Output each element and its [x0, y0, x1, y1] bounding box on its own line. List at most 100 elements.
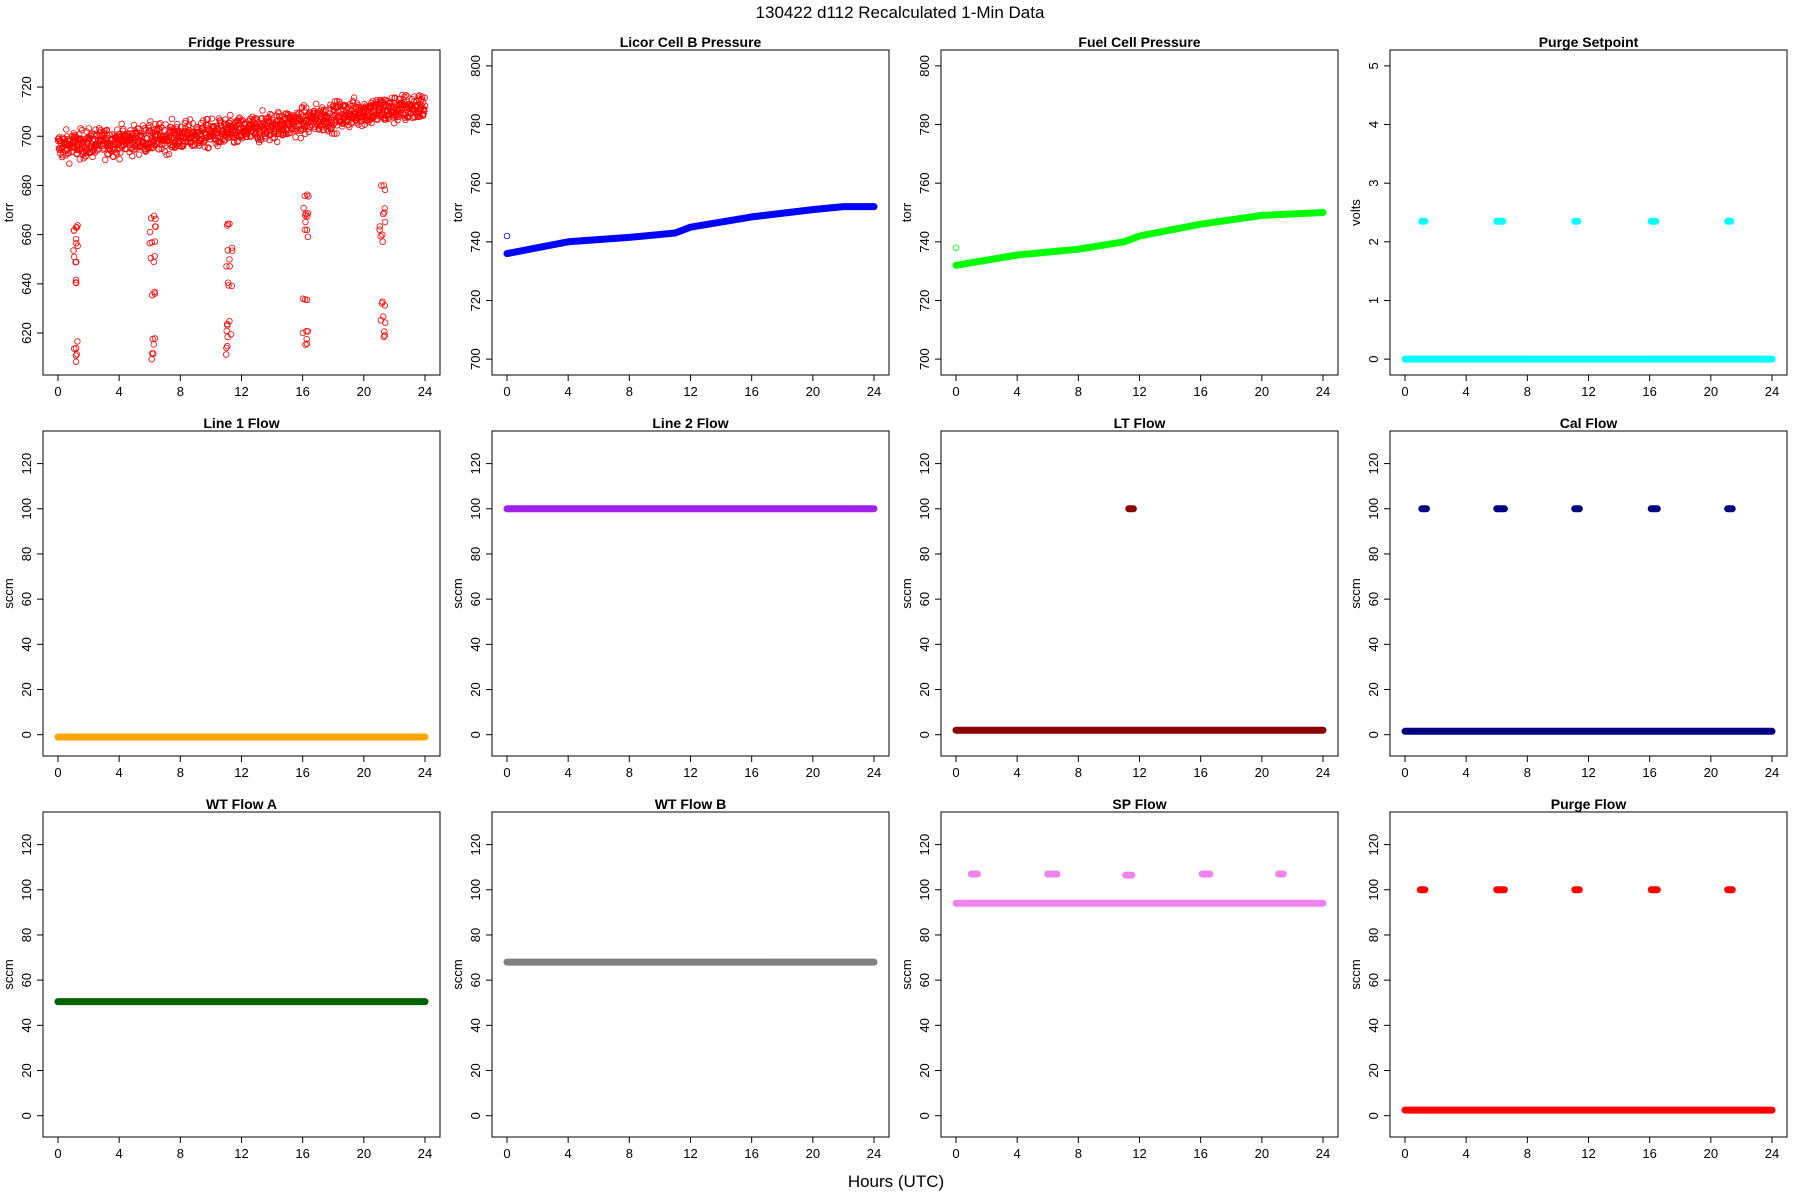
x-tick-label: 0	[503, 765, 510, 780]
y-tick-label: 800	[468, 55, 483, 77]
excursion-point	[381, 328, 388, 335]
x-tick-label: 8	[1524, 384, 1531, 399]
x-tick-label: 12	[234, 1146, 248, 1161]
y-tick-label: 0	[1366, 1112, 1381, 1119]
x-tick-label: 16	[744, 765, 758, 780]
x-tick-label: 4	[116, 765, 123, 780]
x-tick-label: 20	[357, 384, 371, 399]
x-tick-label: 8	[626, 384, 633, 399]
data-point	[173, 120, 181, 128]
data-point	[241, 120, 248, 128]
x-tick-label: 16	[744, 384, 758, 399]
x-tick-label: 12	[234, 384, 248, 399]
y-tick-label: 120	[917, 834, 932, 856]
data-point	[264, 124, 271, 132]
y-tick-label: 620	[19, 322, 34, 344]
data-point	[402, 91, 410, 99]
excursion-point	[148, 356, 155, 363]
y-tick-label: 120	[468, 453, 483, 475]
y-tick-label: 40	[917, 637, 932, 651]
data-point	[75, 131, 83, 138]
data-point	[91, 149, 99, 156]
panel-purge-flow: Purge Flow 0 4 8 12 16 20 24 0 20 40 60 80 100 120 sccm	[1348, 796, 1788, 1161]
plot-frame	[42, 430, 441, 757]
data-point	[330, 121, 337, 128]
data-point	[327, 125, 335, 133]
data-point	[235, 115, 242, 122]
data-point	[235, 126, 242, 133]
x-tick-label: 8	[177, 1146, 184, 1161]
data-point	[234, 137, 241, 145]
data-point	[146, 121, 153, 129]
y-tick-label: 100	[1366, 879, 1381, 901]
data-point	[254, 115, 261, 123]
excursion-point	[70, 247, 77, 254]
x-tick-label: 8	[1524, 765, 1531, 780]
data-point	[204, 115, 211, 123]
x-tick-label: 8	[1075, 384, 1082, 399]
excursion-point	[303, 296, 311, 303]
x-tick-label: 16	[1193, 765, 1207, 780]
panel-title: Fridge Pressure	[188, 34, 295, 50]
excursion-point	[305, 193, 312, 200]
excursion-point	[152, 215, 159, 223]
excursion-point	[72, 279, 80, 286]
y-axis-label: sccm	[899, 959, 914, 989]
excursion-point	[70, 253, 78, 261]
panel-line-2-flow: Line 2 Flow 0 4 8 12 16 20 24 0 20 40 60 80 100 120 scc…	[450, 415, 890, 780]
data-point	[231, 138, 238, 146]
panel-title: SP Flow	[1112, 796, 1166, 812]
data-point	[258, 136, 265, 143]
data-point	[62, 126, 70, 133]
y-tick-label: 40	[19, 1018, 34, 1032]
x-tick-label: 0	[503, 384, 510, 399]
x-tick-label: 4	[1463, 1146, 1470, 1161]
excursion-point	[72, 276, 80, 284]
excursion-point	[302, 218, 309, 226]
data-point	[116, 156, 123, 163]
y-axis-label: sccm	[1348, 959, 1363, 989]
y-tick-label: 40	[468, 637, 483, 651]
plot-frame	[491, 49, 890, 376]
excursion-point	[380, 210, 387, 218]
y-tick-label: 20	[1366, 1063, 1381, 1077]
excursion-point	[381, 209, 388, 216]
x-tick-label: 16	[1193, 1146, 1207, 1161]
data-point	[391, 119, 398, 127]
y-tick-label: 100	[917, 498, 932, 520]
panel-title: Purge Setpoint	[1539, 34, 1639, 50]
y-tick-label: 40	[19, 637, 34, 651]
x-tick-label: 12	[1132, 384, 1146, 399]
x-tick-label: 4	[116, 1146, 123, 1161]
data-point	[294, 111, 301, 118]
x-tick-label: 20	[357, 765, 371, 780]
excursion-point	[303, 226, 311, 234]
x-tick-label: 20	[806, 384, 820, 399]
panel-title: WT Flow B	[655, 796, 727, 812]
panel-title: LT Flow	[1114, 415, 1166, 431]
plot-frame	[42, 811, 441, 1138]
panel-fuel-cell-pressure: Fuel Cell Pressure 0 4 8 12 16 20 24 700 720 740 76…	[899, 34, 1339, 399]
x-tick-label: 24	[1316, 1146, 1330, 1161]
data-points	[503, 203, 878, 258]
y-tick-label: 40	[1366, 637, 1381, 651]
y-tick-label: 60	[19, 973, 34, 987]
y-tick-label: 120	[19, 834, 34, 856]
x-tick-label: 20	[806, 1146, 820, 1161]
y-tick-label: 60	[468, 973, 483, 987]
excursion-point	[226, 263, 233, 270]
plot-frame	[940, 430, 1339, 757]
x-tick-label: 20	[1704, 384, 1718, 399]
data-point	[420, 110, 427, 118]
x-tick-label: 16	[1642, 765, 1656, 780]
data-point	[79, 126, 86, 134]
x-tick-label: 20	[1704, 765, 1718, 780]
x-tick-label: 24	[1765, 1146, 1779, 1161]
excursion-point	[72, 344, 80, 352]
data-point	[239, 134, 246, 142]
excursion-point	[150, 341, 157, 348]
excursion-point	[224, 322, 231, 329]
data-point	[279, 126, 287, 133]
y-tick-label: 0	[1366, 731, 1381, 738]
excursion-point	[381, 332, 388, 339]
